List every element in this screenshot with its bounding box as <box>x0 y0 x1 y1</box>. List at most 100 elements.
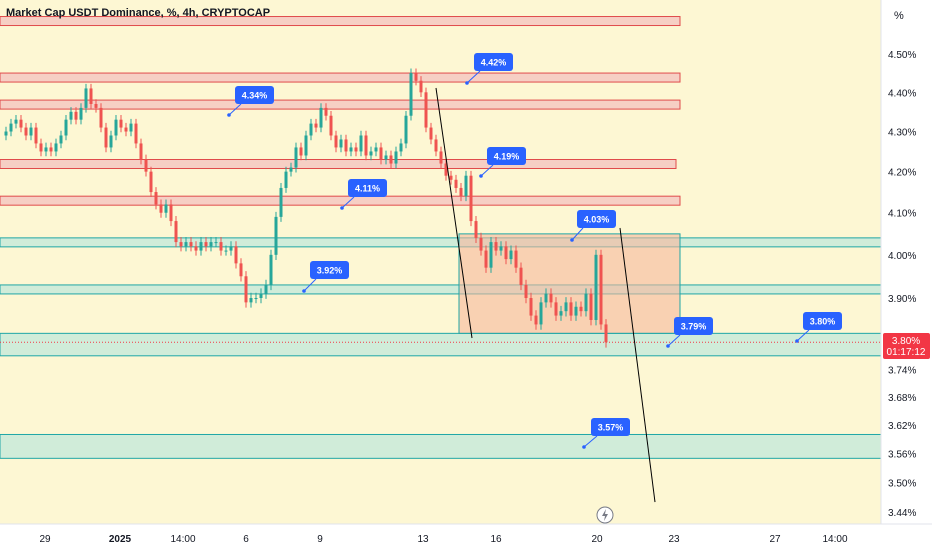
callout-box <box>591 418 630 436</box>
candle-body <box>229 246 233 251</box>
x-tick-label: 23 <box>668 534 680 545</box>
y-tick-label: 4.40% <box>888 88 916 99</box>
current-price-tag-bg <box>883 333 930 359</box>
candle-body <box>84 88 88 108</box>
candle-body <box>19 119 23 128</box>
candle-body <box>474 221 478 238</box>
candle-body <box>359 135 363 152</box>
time-axis-panel[interactable] <box>0 524 932 550</box>
candle-body <box>139 143 143 160</box>
y-tick-label: 4.30% <box>888 128 916 139</box>
callout-pointer <box>228 103 242 116</box>
callout-label: 4.34% <box>242 91 268 101</box>
y-tick-label: 3.44% <box>888 508 916 519</box>
candle-body <box>174 221 178 243</box>
callout-pointer <box>341 196 355 209</box>
resistance-zone <box>0 99 681 110</box>
y-axis-ticks: 4.50%4.40%4.30%4.20%4.10%4.00%3.90%3.80%… <box>888 50 916 519</box>
candle-body <box>109 135 113 148</box>
y-tick-label: 3.56% <box>888 450 916 461</box>
candle-body <box>349 147 353 152</box>
candle-body <box>444 163 448 176</box>
candle-body <box>209 242 213 247</box>
candle-body <box>404 115 408 144</box>
y-tick-label: 4.10% <box>888 209 916 220</box>
candles-layer <box>4 68 608 348</box>
callout-pointer <box>480 164 494 177</box>
candle-body <box>194 246 198 251</box>
candle-body <box>129 123 133 132</box>
x-tick-label: 27 <box>769 534 781 545</box>
candle-body <box>304 135 308 156</box>
callout-anchor <box>340 206 344 210</box>
candle-body <box>394 151 398 164</box>
candle-body <box>54 143 58 152</box>
candle-body <box>334 135 338 148</box>
callout-anchor <box>302 289 306 293</box>
candle-body <box>509 250 513 260</box>
candle-body <box>594 254 598 321</box>
x-tick-label: 20 <box>591 534 603 545</box>
candle-body <box>249 298 253 303</box>
support-zone <box>0 284 882 295</box>
candle-body <box>439 151 443 164</box>
x-tick-label: 13 <box>417 534 429 545</box>
candle-body <box>544 293 548 303</box>
candle-body <box>189 242 193 247</box>
candle-body <box>254 298 258 300</box>
candle-body <box>344 139 348 152</box>
candle-body <box>244 276 248 303</box>
callout-anchor <box>795 339 799 343</box>
candle-body <box>134 123 138 144</box>
callout-anchor <box>666 344 670 348</box>
callout-box <box>310 261 349 279</box>
candle-body <box>114 119 118 136</box>
candle-body <box>9 123 13 132</box>
callouts-layer: 4.34% 4.42% 4.19% 4.11% 4.03% 3.92% 3.79% 3.80%… <box>227 53 842 449</box>
candle-body <box>489 242 493 268</box>
callout-pointer <box>667 334 681 347</box>
candle-body <box>274 216 278 255</box>
candle-body <box>379 147 383 160</box>
price-axis-unit: % <box>894 10 904 22</box>
candle-body <box>59 135 63 144</box>
candle-body <box>409 73 413 116</box>
candle-body <box>69 111 73 120</box>
candle-body <box>604 324 608 343</box>
callout-label: 3.57% <box>598 423 624 433</box>
price-axis-panel[interactable] <box>881 0 932 524</box>
candle-body <box>524 284 528 299</box>
callout-pointer <box>466 70 481 84</box>
candle-body <box>479 237 483 251</box>
candle-body <box>449 175 453 180</box>
callout-box <box>474 53 513 71</box>
candle-body <box>339 139 343 148</box>
candle-body <box>269 254 273 285</box>
callout-label: 4.19% <box>494 152 520 162</box>
y-tick-label: 3.68% <box>888 393 916 404</box>
candle-body <box>224 250 228 252</box>
candle-body <box>429 127 433 140</box>
candle-body <box>144 159 148 172</box>
callout-pointer <box>303 278 317 292</box>
callout-box <box>803 312 842 330</box>
callout-label: 4.42% <box>481 58 507 68</box>
lightning-icon[interactable] <box>596 506 614 524</box>
callout-anchor <box>479 174 483 178</box>
callout-box <box>674 317 713 335</box>
callout-pointer <box>583 435 598 448</box>
callout-box <box>235 86 274 104</box>
candle-body <box>159 204 163 213</box>
candle-body <box>24 127 28 136</box>
callout-box <box>348 179 387 197</box>
candle-body <box>219 242 223 251</box>
candle-body <box>459 187 463 197</box>
callout-box <box>487 147 526 165</box>
callout-anchor <box>465 81 469 85</box>
zones-layer <box>0 16 882 459</box>
candle-body <box>149 171 153 193</box>
candle-body <box>179 242 183 247</box>
callout-box <box>577 210 616 228</box>
resistance-zone <box>0 16 681 27</box>
